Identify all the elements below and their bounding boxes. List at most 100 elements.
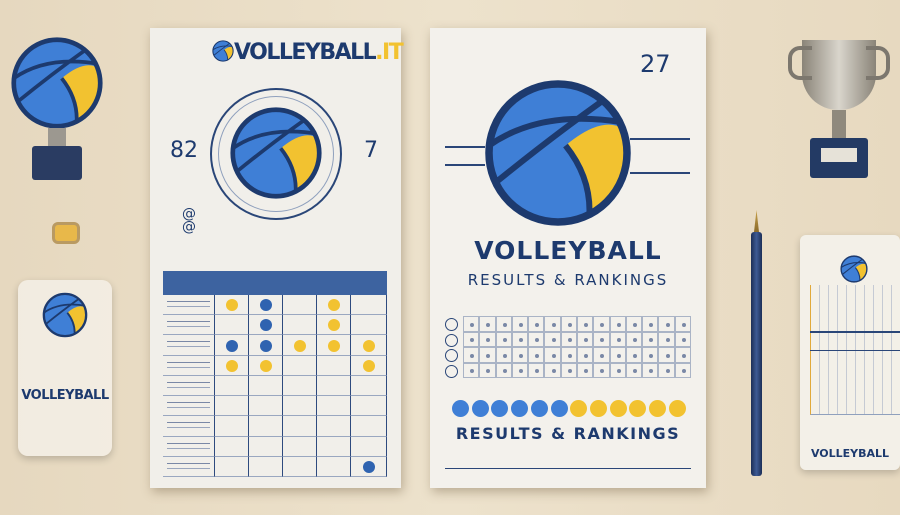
grid-cell	[479, 362, 496, 378]
grid-cell	[544, 347, 561, 363]
grid-cell	[625, 331, 643, 347]
logo: VOLLEYBALL.IT	[212, 40, 404, 65]
logo-suffix: .IT	[375, 40, 404, 65]
volleyball-icon	[229, 106, 323, 200]
table-cell	[317, 456, 351, 477]
table-cell	[163, 456, 215, 477]
grid-cell	[511, 316, 529, 332]
table-cell	[317, 315, 351, 336]
net-line	[810, 331, 900, 351]
row-label-line	[167, 341, 210, 348]
result-dot	[328, 339, 340, 352]
table-cell	[317, 375, 351, 397]
volleyball-card: VOLLEYBALL	[800, 235, 900, 470]
ranking-dot	[530, 400, 548, 417]
table-cell	[283, 396, 317, 417]
grid-cell	[577, 316, 594, 332]
footer-rule	[445, 468, 691, 469]
grid-cell	[577, 331, 594, 347]
row-label-line	[167, 361, 210, 368]
grid-cell	[495, 316, 512, 332]
ring-icon	[52, 222, 80, 244]
volleyball-icon	[483, 78, 633, 228]
score-right: 7	[364, 138, 378, 163]
ranking-dot	[649, 400, 666, 417]
table-cell	[163, 396, 215, 417]
pen-icon	[750, 210, 763, 476]
result-dot	[226, 359, 238, 372]
team-icon	[445, 333, 458, 347]
grid-cell	[642, 316, 659, 332]
grid-cell	[577, 347, 594, 363]
result-dot	[260, 339, 272, 352]
grid-cell	[463, 347, 480, 363]
grid-cell	[528, 362, 545, 378]
standings-table	[163, 271, 387, 477]
table-cell	[283, 355, 317, 376]
table-cell	[283, 456, 317, 477]
team-icon	[445, 349, 458, 362]
results-grid	[445, 316, 691, 378]
grid-cell	[642, 362, 659, 378]
table-cell	[283, 335, 317, 356]
table-cell	[215, 355, 249, 376]
table-cell	[317, 436, 351, 457]
grid-cell	[463, 331, 480, 347]
grid-cell	[658, 347, 675, 363]
result-dot	[260, 319, 272, 332]
table-cell	[163, 295, 215, 316]
result-dot	[226, 299, 238, 312]
grid-cell	[593, 316, 610, 332]
volleyball-icon	[840, 255, 868, 283]
sheet-footer: RESULTS & RANKINGS	[455, 424, 681, 443]
table-cell	[249, 335, 283, 356]
grid-cell	[463, 316, 480, 332]
grid-cell	[463, 362, 480, 378]
table-cell	[351, 335, 387, 356]
grid-cell	[528, 316, 545, 332]
table-cell	[215, 335, 249, 356]
table-cell	[215, 315, 249, 336]
trophy-icon	[784, 40, 894, 182]
result-dot	[363, 339, 375, 352]
grid-cell	[593, 331, 610, 347]
table-cell	[317, 335, 351, 356]
grid-cell	[528, 347, 545, 363]
volleyball-it-scoresheet: VOLLEYBALL.IT 82 7 @ @	[150, 28, 404, 488]
ranking-dot	[452, 400, 469, 417]
ball-lines-right	[630, 138, 690, 174]
grid-cell	[544, 316, 561, 332]
volleyball-trophy	[8, 36, 108, 182]
grid-cell	[642, 347, 659, 363]
ranking-dot	[570, 400, 588, 417]
grid-cell	[609, 362, 626, 378]
table-cell	[249, 295, 283, 316]
ball-lines-left	[445, 146, 485, 166]
grid-cell	[593, 347, 610, 363]
volleyball-plaque: VOLLEYBALL	[18, 280, 112, 456]
ranking-dot	[589, 400, 607, 417]
grid-cell	[495, 347, 512, 363]
grid-cell	[560, 331, 577, 347]
volleyball-logo-icon	[42, 292, 88, 338]
grid-cell	[658, 331, 675, 347]
grid-cell	[511, 331, 529, 347]
table-cell	[215, 396, 249, 417]
table-cell	[215, 416, 249, 437]
score-left: 82	[170, 138, 198, 163]
table-cell	[215, 375, 249, 397]
ranking-dots	[452, 400, 688, 418]
grid-cell	[479, 316, 496, 332]
results-rankings-sheet: 27 VOLLEYBALL RESULTS & RANKINGS RESULTS…	[430, 28, 706, 488]
volleyball-icon	[10, 36, 104, 130]
table-cell	[351, 355, 387, 376]
grid-cell	[479, 347, 496, 363]
row-label-line	[167, 381, 210, 388]
table-cell	[215, 295, 249, 316]
ranking-dot	[629, 400, 647, 417]
grid-cell	[544, 362, 561, 378]
grid-cell	[544, 331, 561, 347]
table-cell	[163, 436, 215, 457]
table-cell	[249, 396, 283, 417]
row-label-line	[167, 462, 210, 469]
